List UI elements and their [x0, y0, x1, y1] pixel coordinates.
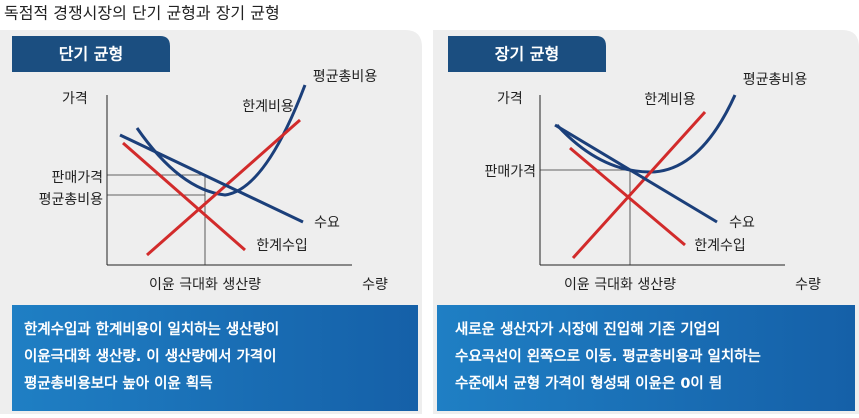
mc-curve: [146, 118, 301, 257]
title: 독점적 경쟁시장의 단기 균형과 장기 균형: [4, 4, 280, 23]
x-axis-label: 수량: [362, 277, 388, 293]
mr-label: 한계수입: [694, 238, 746, 254]
caption-bg: [437, 305, 855, 411]
cost-label: 평균총비용: [39, 192, 104, 208]
mr-curve: [569, 146, 686, 247]
atc-label: 평균총비용: [313, 69, 378, 85]
caption-line: 새로운 생산자가 시장에 진입해 기존 기업의: [455, 320, 720, 338]
short-run-panel: 단기 균형 가격 판매가격 평균총비용 이윤 극대화 생산량 수량 평균총비용 …: [0, 30, 422, 414]
caption-line: 수요곡선이 왼쪽으로 이동. 평균총비용과 일치하는: [455, 347, 761, 365]
caption-line: 평균총비용보다 높아 이윤 획득: [24, 374, 213, 392]
long-run-panel: 장기 균형 가격 판매가격 이윤 극대화 생산량 수량 평균총비용 한계비용 수…: [433, 30, 859, 414]
atc-label: 평균총비용: [743, 72, 808, 88]
demand-label: 수요: [314, 215, 340, 231]
price-label: 판매가격: [484, 164, 536, 180]
tab-bg: [448, 36, 606, 72]
y-axis-label: 가격: [497, 91, 523, 107]
demand-curve: [554, 123, 718, 224]
mr-curve: [122, 141, 246, 252]
y-axis-label: 가격: [62, 91, 88, 107]
caption-line: 한계수입과 한계비용이 일치하는 생산량이: [24, 320, 279, 338]
demand-label: 수요: [729, 215, 755, 231]
tab-bg: [12, 36, 170, 72]
tab-label: 단기 균형: [59, 45, 123, 64]
mr-label: 한계수입: [256, 238, 308, 254]
tab-label: 장기 균형: [495, 45, 559, 64]
mc-label: 한계비용: [644, 92, 696, 108]
price-label: 판매가격: [51, 170, 103, 186]
caption-line: 이윤극대화 생산량. 이 생산량에서 가격이: [24, 347, 276, 365]
demand-curve: [119, 133, 304, 224]
x-axis-label: 수량: [795, 277, 821, 293]
mc-label: 한계비용: [242, 99, 294, 115]
quantity-label: 이윤 극대화 생산량: [564, 277, 676, 293]
caption-line: 수준에서 균형 가격이 형성돼 이윤은 0이 됨: [455, 374, 722, 392]
quantity-label: 이윤 극대화 생산량: [149, 277, 261, 293]
caption-bg: [12, 305, 418, 411]
mc-curve: [571, 110, 707, 260]
